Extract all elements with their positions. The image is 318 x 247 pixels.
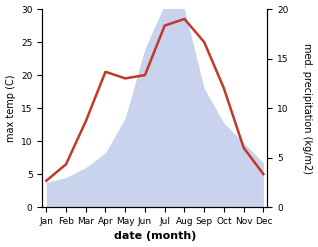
Y-axis label: med. precipitation (kg/m2): med. precipitation (kg/m2): [302, 43, 313, 174]
Y-axis label: max temp (C): max temp (C): [5, 74, 16, 142]
X-axis label: date (month): date (month): [114, 231, 196, 242]
